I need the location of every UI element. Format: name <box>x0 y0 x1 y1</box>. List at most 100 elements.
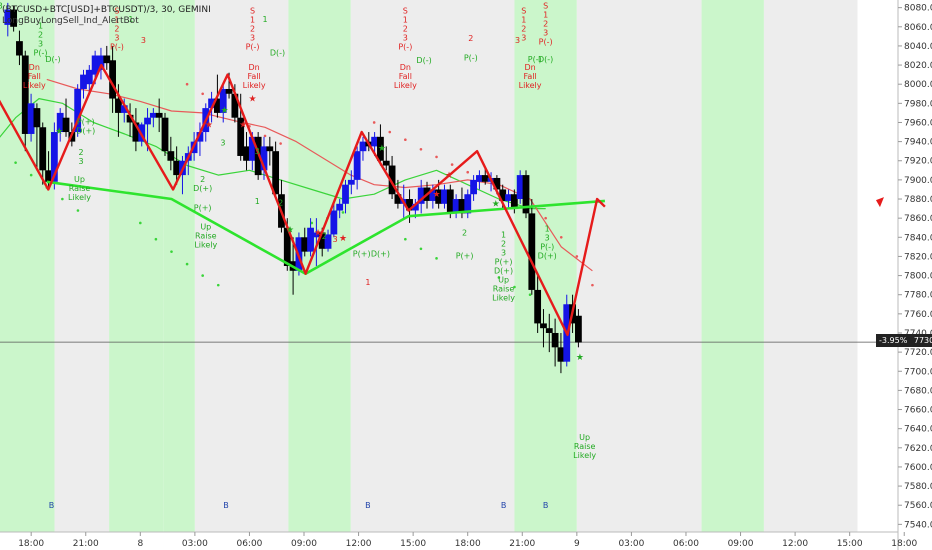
candle-body <box>214 98 221 113</box>
candle-body <box>545 328 553 333</box>
candle-body <box>155 112 163 118</box>
indicator-label: LongBuyLongSell_Ind_AlertBot <box>2 16 139 26</box>
y-tick-label: 7580.00 <box>904 482 932 492</box>
y-tick-label: 8040.00 <box>904 42 932 52</box>
trailing-stop-dot <box>466 170 470 174</box>
candle-body <box>237 117 245 156</box>
annotation-line: S <box>521 6 526 15</box>
annotation-line: 3 <box>403 33 408 42</box>
signal-star: ★ <box>220 106 228 116</box>
candle-body <box>126 114 134 123</box>
signal-annotation: 1 <box>128 15 133 24</box>
x-tick-label: 18:00 <box>891 539 917 549</box>
annotation-line: 2 <box>543 20 548 29</box>
annotation-line: D(+) <box>76 126 95 135</box>
candle-body <box>528 213 536 290</box>
annotation-line: P(-) <box>110 42 124 51</box>
y-tick-label: 7940.00 <box>904 138 932 148</box>
trailing-stop-dot <box>170 250 173 253</box>
candle-body <box>33 108 41 128</box>
annotation-line: S <box>114 6 119 15</box>
x-tick-label: 06:00 <box>673 539 699 549</box>
signal-annotation: 1 <box>262 15 267 24</box>
annotation-line: 3 <box>114 33 119 42</box>
session-band <box>350 0 515 532</box>
annotation-line: P(-) <box>540 243 554 252</box>
annotation-line: 3 <box>250 33 255 42</box>
signal-annotation: P(-) <box>528 55 542 64</box>
annotation-line: P(+) <box>77 117 95 126</box>
annotation-line: 1 <box>250 15 255 24</box>
signal-annotation: D(-) <box>45 55 60 64</box>
trailing-stop-dot <box>201 274 204 277</box>
y-tick-label: 7660.00 <box>904 406 932 416</box>
signal-annotation: Dn Fall Likely <box>23 63 46 90</box>
x-tick-label: 8 <box>137 539 143 549</box>
candle-body <box>505 194 512 201</box>
x-tick-label: 15:00 <box>837 539 863 549</box>
annotation-line: 2 <box>462 228 467 237</box>
annotation-line: P(+) <box>456 251 474 260</box>
candle-body <box>144 117 151 125</box>
annotation-line: 2 <box>278 199 283 208</box>
candle-body <box>149 112 157 118</box>
annotation-line: Likely <box>194 241 217 250</box>
signal-annotation: 2 <box>462 228 467 237</box>
candle-body <box>85 69 93 85</box>
candle-body <box>74 88 82 133</box>
trailing-stop-dot <box>310 221 314 225</box>
candle-body <box>452 199 460 214</box>
y-tick-label: 8020.00 <box>904 61 932 71</box>
trailing-stop-dot <box>139 221 142 225</box>
trailing-stop-dot <box>544 216 547 220</box>
annotation-line: D(+) <box>494 266 513 275</box>
signal-annotation: 1 3 P(-) D(+) <box>538 225 557 261</box>
annotation-line: P(+) <box>495 257 513 266</box>
candle-body <box>534 289 542 324</box>
session-band <box>576 0 702 532</box>
candle-body <box>522 175 530 214</box>
trailing-stop-dot <box>419 247 423 251</box>
y-tick-label: 7960.00 <box>904 118 932 128</box>
candle-body <box>510 194 518 209</box>
annotation-line: Likely <box>394 81 417 90</box>
bottom-marker: B <box>543 501 549 510</box>
annotation-line: Likely <box>23 81 46 90</box>
trailing-stop-dot <box>450 163 454 166</box>
x-tick-label: 15:00 <box>400 539 426 549</box>
candle-body <box>330 210 338 235</box>
annotation-line: Dn <box>249 63 260 72</box>
annotation-line: 3 <box>521 33 526 42</box>
annotation-line: D(-) <box>45 55 60 64</box>
candle-body <box>446 189 454 214</box>
annotation-line: Raise <box>493 284 515 293</box>
signal-annotation: 1 <box>365 278 370 287</box>
moving-average-green <box>0 97 546 210</box>
annotation-line: 1 <box>543 11 548 20</box>
trailing-stop-dot <box>29 173 33 177</box>
price-change-percent: -3.95% <box>879 336 908 345</box>
candle-body <box>231 93 239 118</box>
x-tick-label: 21:00 <box>509 539 535 549</box>
candle-body <box>435 189 443 204</box>
candle-body <box>312 232 320 238</box>
annotation-line: Dn <box>524 63 535 72</box>
annotation-line: Likely <box>243 81 266 90</box>
trailing-stop-dot <box>559 235 563 239</box>
candle-body <box>132 122 140 142</box>
y-tick-label: 7700.00 <box>904 367 932 377</box>
annotation-line: 2 <box>250 24 255 33</box>
trailing-stop-dot <box>201 92 204 96</box>
x-tick-label: 06:00 <box>236 539 262 549</box>
candle-body <box>50 132 58 182</box>
signal-annotation: 2 <box>322 232 327 241</box>
candle-body <box>336 203 344 211</box>
candle-body <box>499 189 507 201</box>
y-tick-label: 7720.00 <box>904 348 932 358</box>
annotation-line: Fall <box>248 72 261 81</box>
candle-body <box>441 189 448 204</box>
trailing-stop-dot <box>388 130 392 134</box>
annotation-line: P(-) <box>246 42 260 51</box>
